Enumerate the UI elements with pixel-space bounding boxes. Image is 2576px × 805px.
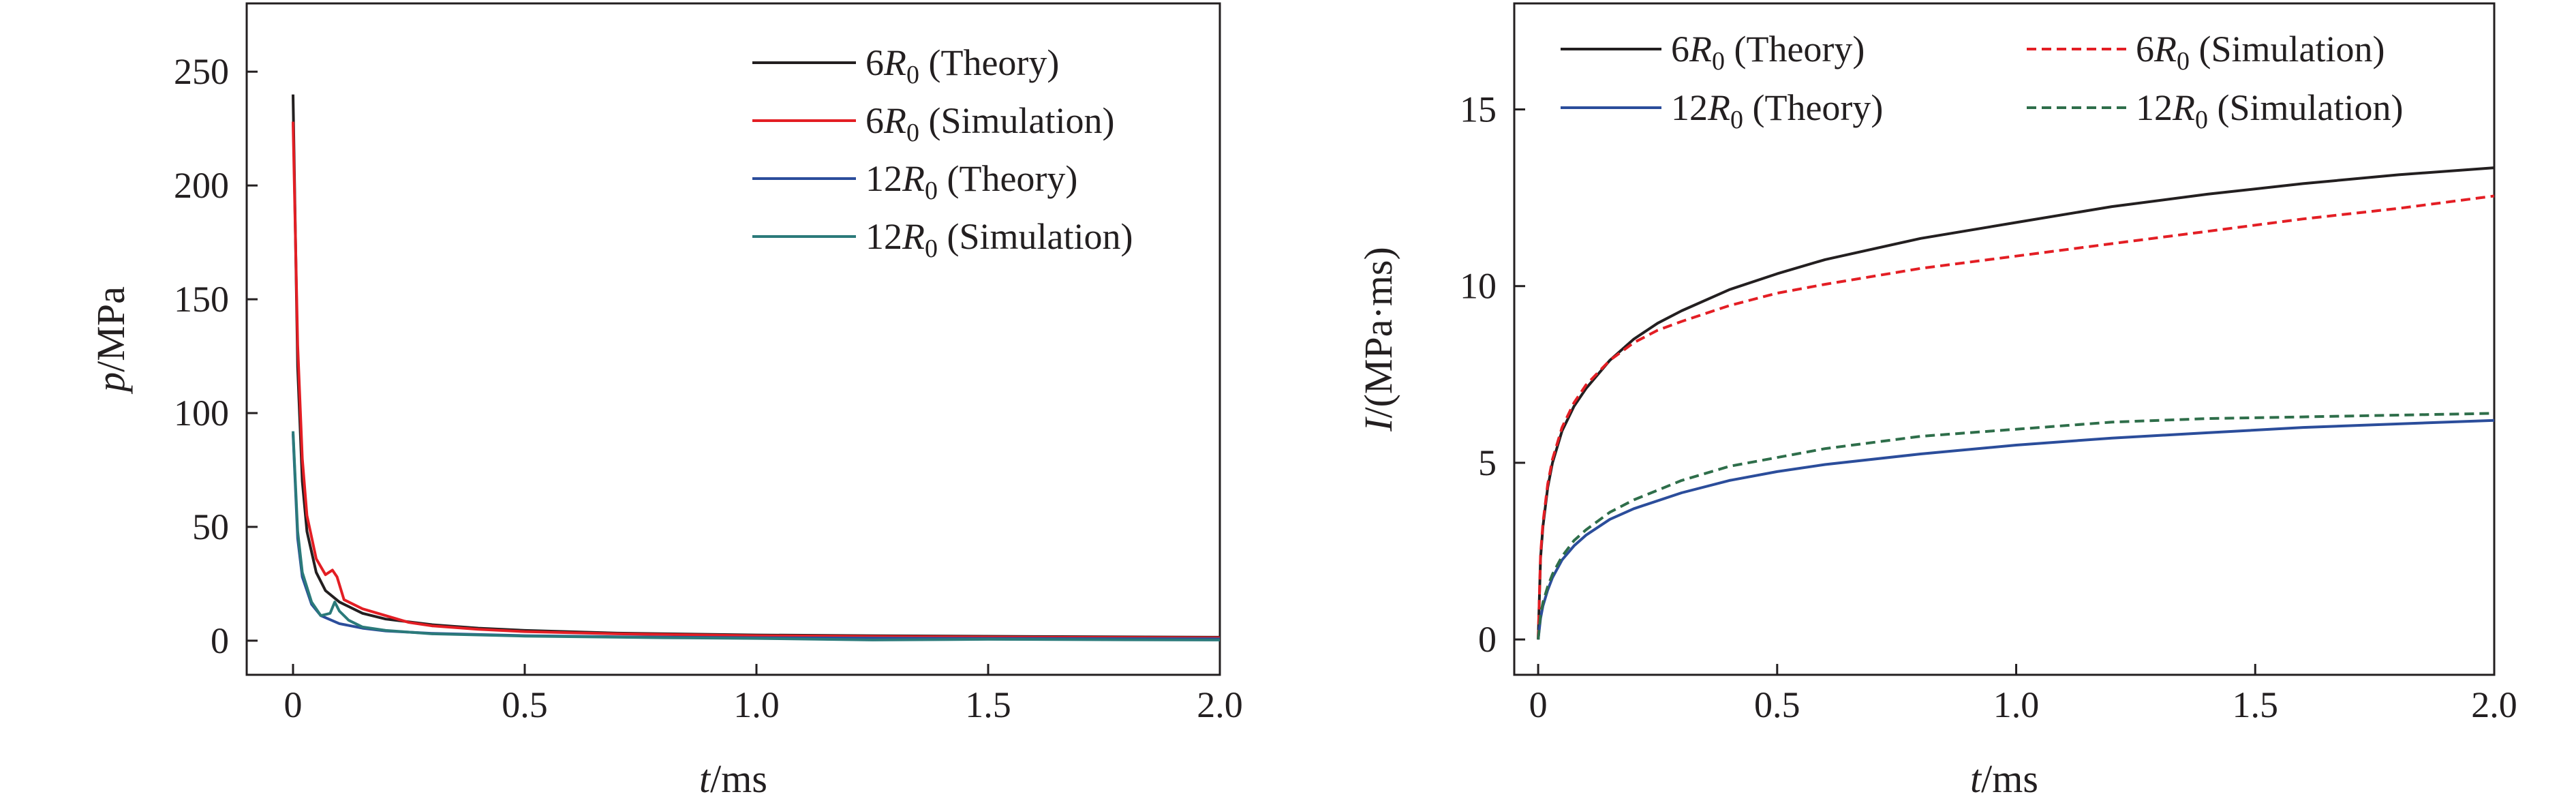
y-tick-label: 150: [174, 279, 229, 320]
legend: 6R0 (Theory) 6R0 (Simulation) 12R0 (Theory…: [752, 42, 1133, 263]
x-tick-label: 0: [284, 684, 303, 725]
y-tick-label: 0: [1478, 619, 1497, 660]
y-tick-label: 10: [1460, 266, 1497, 307]
series-line: [292, 94, 1221, 639]
plot-frame: [245, 2, 1221, 676]
legend-label: 6R0 (Simulation): [2136, 29, 2385, 76]
y-tick-label: 0: [211, 620, 229, 661]
x-tick-label: 1.5: [965, 684, 1011, 725]
y-axis-label: p/MPa: [89, 286, 133, 395]
x-tick-label: 1.0: [1993, 684, 2040, 725]
x-axis-label: t/ms: [1970, 757, 2038, 801]
y-tick-label: 200: [174, 165, 229, 206]
y-axis-label: I/(MPa·ms): [1356, 247, 1400, 432]
legend-label: 12R0 (Theory): [1671, 87, 1883, 134]
x-tick-label: 1.0: [733, 684, 780, 725]
x-tick-label: 2.0: [2471, 684, 2517, 725]
pressure-chart: 0 0.5 1.0 1.5 2.0 0 50 100 150 200 250 t/ms p/MPa 6R0…: [89, 2, 1243, 801]
x-tick-label: 2.0: [1197, 684, 1243, 725]
legend: 6R0 (Theory) 6R0 (Simulation) 12R0 (Theory…: [1561, 29, 2403, 134]
series-line: [1537, 166, 2495, 640]
legend-label: 6R0 (Theory): [1671, 29, 1865, 76]
x-tick-label: 0: [1529, 684, 1548, 725]
y-tick-label: 50: [192, 506, 229, 547]
impulse-chart: 0 0.5 1.0 1.5 2.0 0 5 10 15 t/ms I/(MPa·ms) 6R0 (Th…: [1356, 2, 2517, 801]
legend-label: 12R0 (Simulation): [865, 216, 1133, 263]
plot-frame: [1513, 2, 2496, 676]
series-line: [292, 121, 1221, 639]
series-line: [1537, 194, 2495, 640]
x-axis-label: t/ms: [699, 757, 767, 801]
y-tick-label: 15: [1460, 89, 1497, 130]
legend-label: 6R0 (Simulation): [865, 100, 1114, 147]
y-tick-label: 5: [1478, 442, 1497, 483]
legend-label: 12R0 (Theory): [865, 158, 1077, 205]
x-tick-label: 0.5: [1754, 684, 1800, 725]
series-line: [292, 434, 1221, 641]
y-tick-label: 250: [174, 51, 229, 92]
x-tick-label: 1.5: [2233, 684, 2279, 725]
legend-label: 12R0 (Simulation): [2136, 87, 2403, 134]
y-tick-label: 100: [174, 393, 229, 434]
series-line: [1537, 412, 2495, 640]
series-line: [1537, 419, 2495, 640]
series-line: [292, 431, 1221, 641]
x-tick-label: 0.5: [502, 684, 548, 725]
legend-label: 6R0 (Theory): [865, 42, 1059, 89]
